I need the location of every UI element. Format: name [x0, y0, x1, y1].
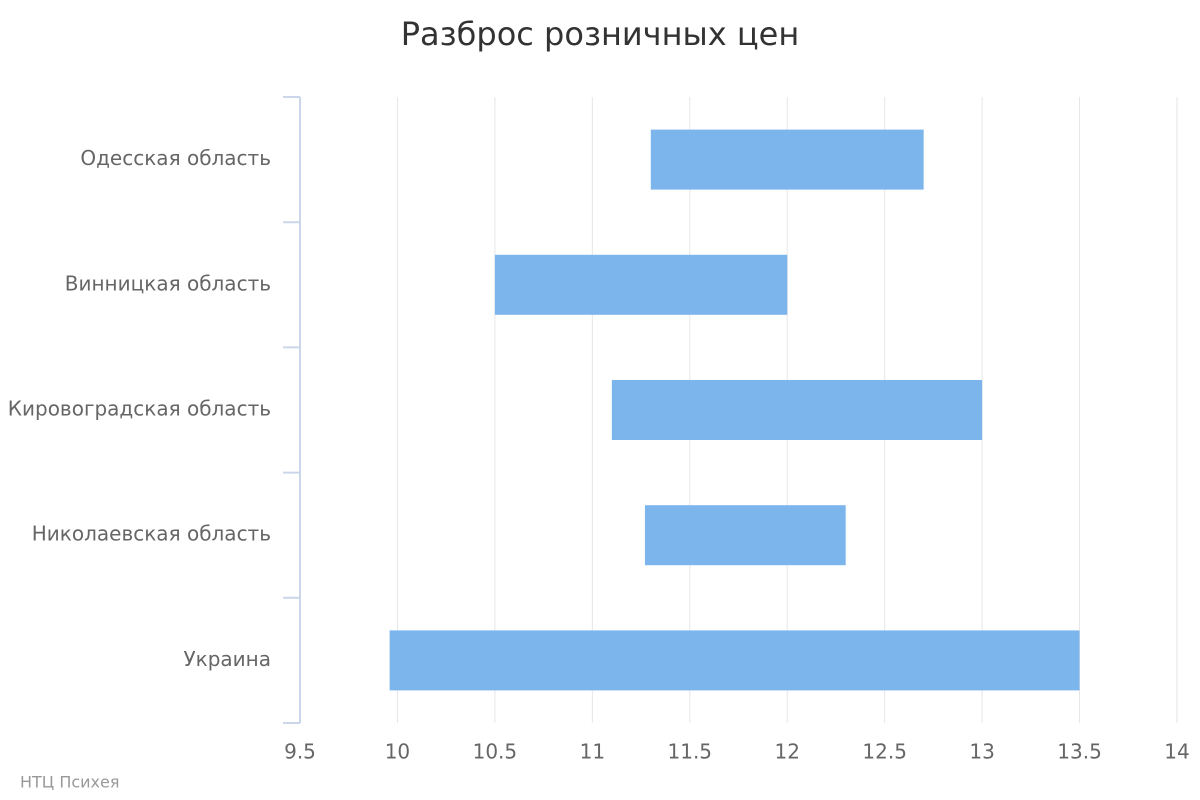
- y-tick-label: Украина: [183, 647, 271, 671]
- credits: НТЦ Психея: [20, 773, 119, 792]
- x-tick-label: 10.5: [473, 740, 518, 764]
- bar: [494, 254, 788, 315]
- x-tick-label: 13.5: [1057, 740, 1102, 764]
- x-tick-label: 10: [385, 740, 410, 764]
- x-tick-label: 13: [969, 740, 994, 764]
- y-tick-label: Кировоградская область: [8, 397, 271, 421]
- chart-title: Разброс розничных цен: [401, 15, 800, 53]
- y-tick-label: Николаевская область: [32, 522, 271, 546]
- bar: [650, 129, 924, 190]
- y-tick-label: Винницкая область: [65, 271, 271, 295]
- x-tick-label: 9.5: [284, 740, 316, 764]
- bar: [644, 505, 846, 566]
- x-tick-label: 12.5: [862, 740, 907, 764]
- y-tick-label: Одесская область: [80, 146, 271, 170]
- x-tick-label: 12: [774, 740, 799, 764]
- bar: [611, 380, 983, 440]
- x-tick-label: 11.5: [668, 740, 713, 764]
- x-tick-label: 14: [1164, 740, 1189, 764]
- x-tick-label: 11: [580, 740, 605, 764]
- bar: [389, 630, 1080, 691]
